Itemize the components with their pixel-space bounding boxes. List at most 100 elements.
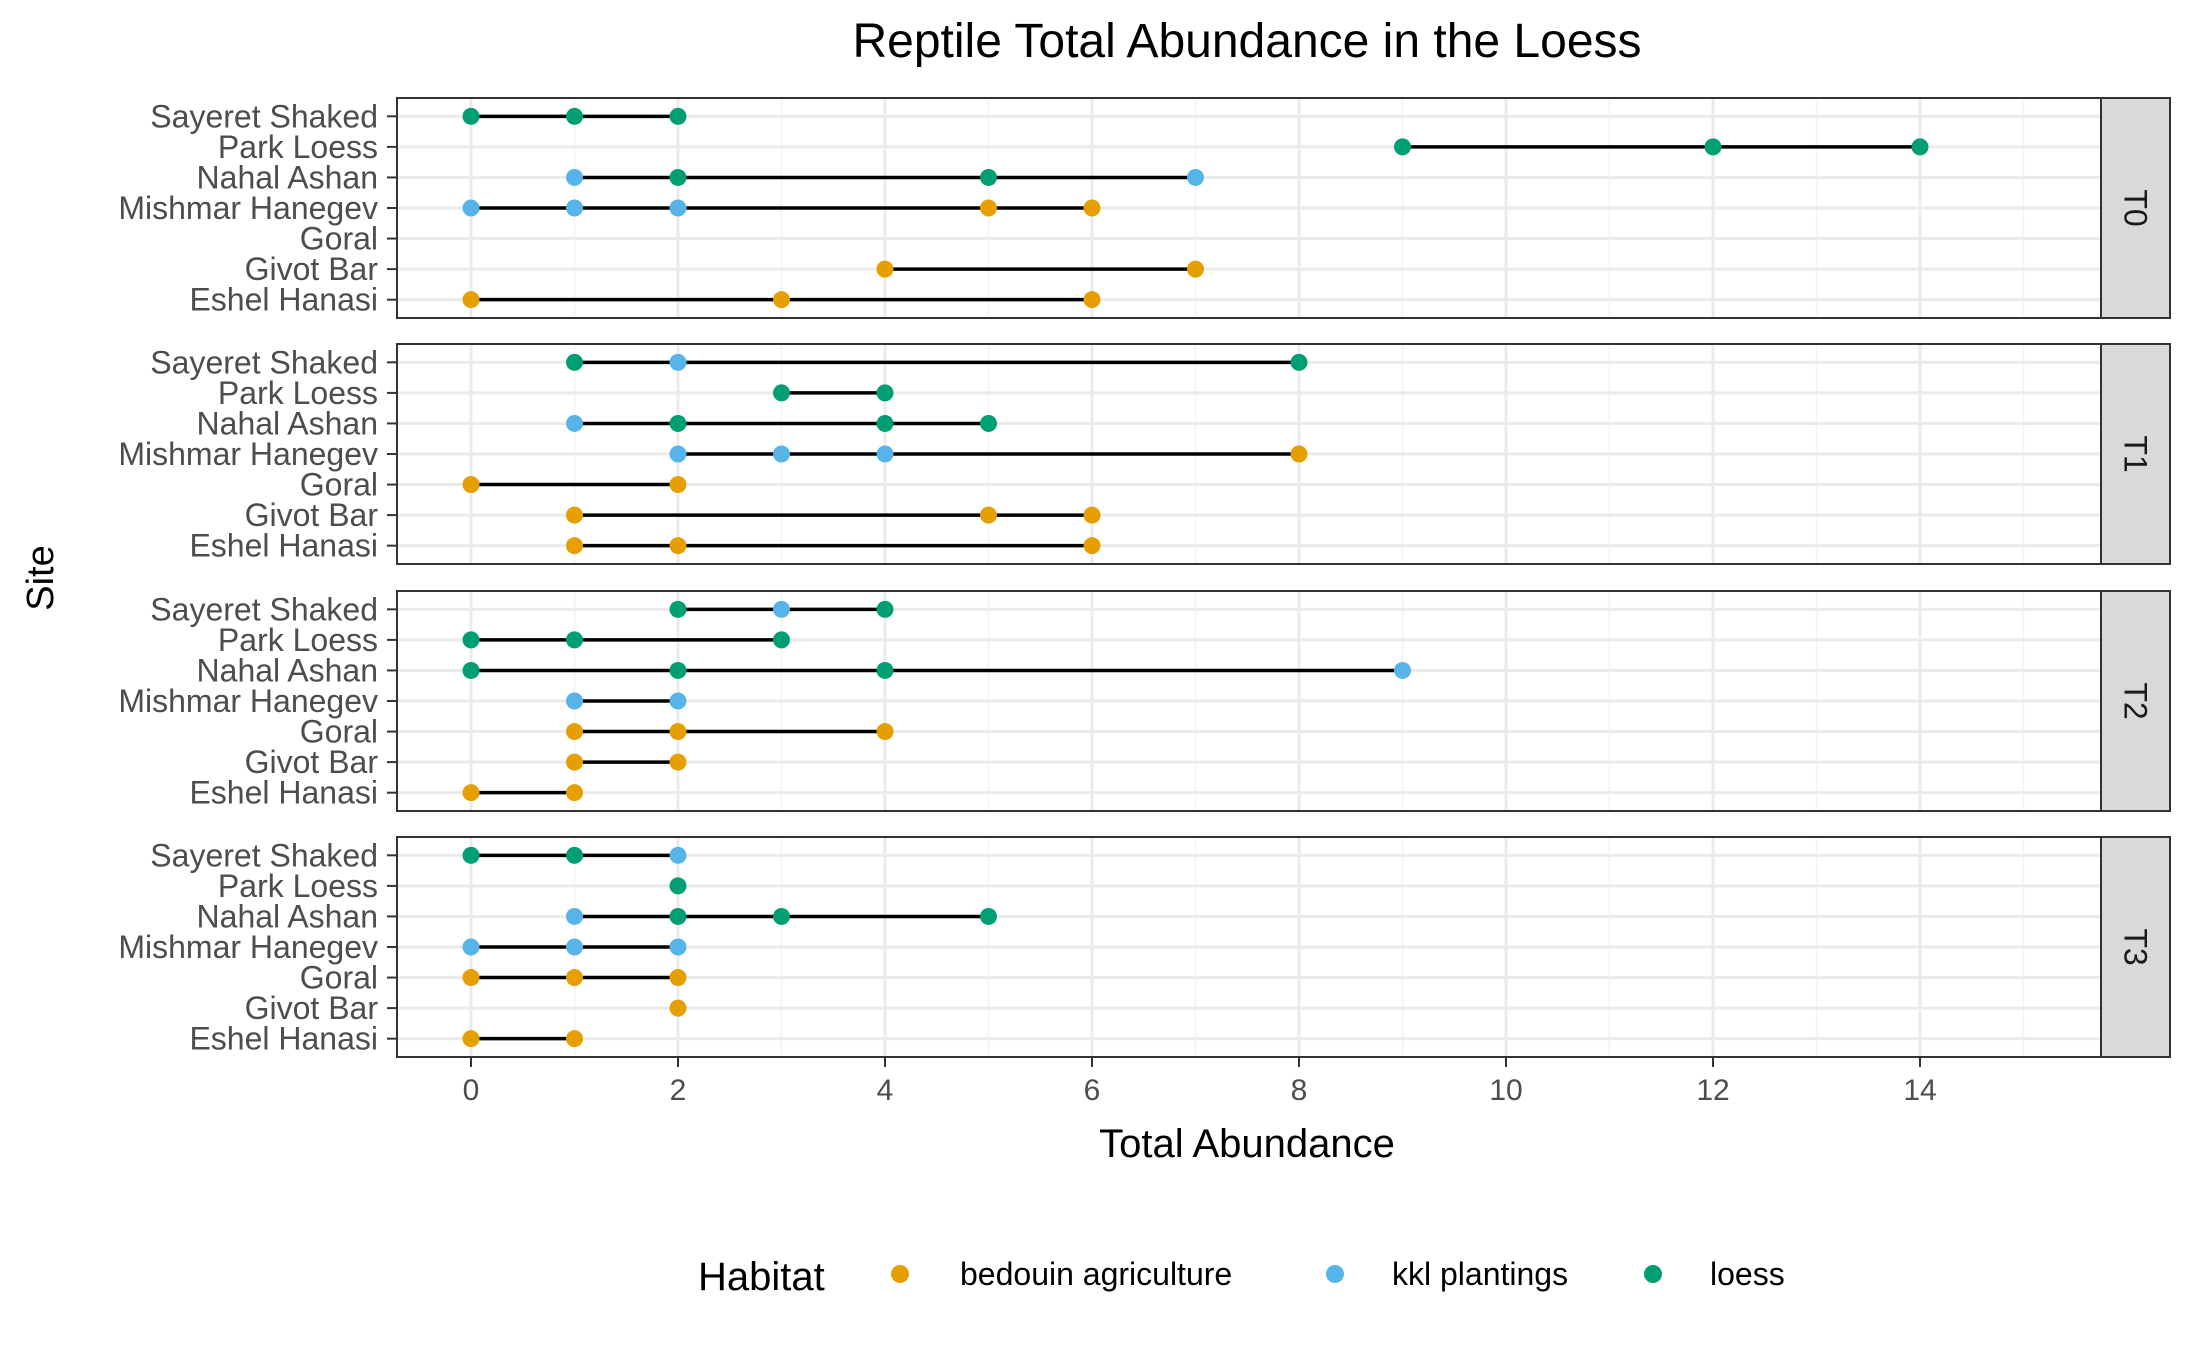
data-point [462,291,480,309]
data-point [566,907,583,925]
data-point [980,199,997,217]
data-point [1290,445,1308,463]
data-point [876,600,894,618]
data-point [462,784,480,802]
x-tick-label: 6 [1084,1074,1101,1107]
x-tick-label: 8 [1291,1074,1308,1107]
data-point [566,692,583,710]
data-point [669,414,687,432]
legend-key [891,1265,909,1283]
data-point [462,938,480,956]
data-point [669,537,687,555]
data-point [462,476,480,494]
chart-title: Reptile Total Abundance in the Loess [852,15,1641,68]
data-point [566,753,583,771]
x-tick-label: 10 [1489,1074,1522,1107]
data-point [876,723,894,741]
data-point [876,384,894,402]
y-tick-label: Givot Bar [245,744,379,780]
data-point [669,199,687,217]
data-point [669,661,687,679]
y-tick-label: Nahal Ashan [197,652,378,688]
data-point [669,600,687,618]
legend: Habitat bedouin agriculture kkl plantings… [698,1255,1785,1299]
facet-strip [2100,97,2171,319]
data-point [669,877,687,895]
data-point [980,414,997,432]
data-point [1394,661,1411,679]
y-tick-label: Nahal Ashan [197,405,378,441]
data-point [566,199,583,217]
data-point [1083,199,1101,217]
data-point [566,353,583,371]
y-tick-label: Goral [300,714,378,750]
data-point [566,1030,583,1048]
data-point [566,784,583,802]
data-point [1290,353,1308,371]
data-point [876,661,894,679]
data-point [1083,506,1101,524]
facet-strip [2100,590,2171,812]
data-point [566,846,583,864]
y-tick-label: Sayeret Shaked [150,837,378,873]
legend-title: Habitat [698,1255,825,1299]
data-point [462,661,480,679]
data-point [669,353,687,371]
data-point [669,445,687,463]
data-point [462,631,480,649]
data-point [566,723,583,741]
data-point [876,260,894,278]
facet-strip [2100,343,2171,565]
y-tick-label: Park Loess [218,868,378,904]
y-tick-label: Sayeret Shaked [150,591,378,627]
data-point [566,537,583,555]
facet-strip [2100,836,2171,1058]
legend-label: kkl plantings [1392,1256,1568,1292]
data-point [1187,260,1204,278]
data-point [669,999,687,1017]
y-tick-label: Park Loess [218,375,378,411]
data-point [669,969,687,987]
data-point [566,631,583,649]
facet-strip-label: T2 [2118,682,2154,719]
x-axis-title: Total Abundance [1099,1122,1395,1166]
y-tick-label: Eshel Hanasi [189,528,378,564]
x-tick-label: 0 [463,1074,480,1107]
y-tick-label: Eshel Hanasi [189,1021,378,1057]
data-point [1083,537,1101,555]
facet-strip-label: T1 [2118,435,2154,472]
data-point [669,846,687,864]
data-point [462,107,480,125]
y-tick-label: Givot Bar [245,251,379,287]
data-point [566,506,583,524]
y-tick-label: Mishmar Hanegev [118,190,378,226]
data-point [773,600,790,618]
y-tick-label: Sayeret Shaked [150,98,378,134]
y-tick-label: Mishmar Hanegev [118,929,378,965]
data-point [1911,138,1929,156]
data-point [773,631,790,649]
data-point [669,723,687,741]
y-tick-label: Givot Bar [245,990,379,1026]
data-point [980,907,997,925]
x-axis: 0 2 4 6 8 10 12 14 [463,1057,1937,1107]
data-point [669,938,687,956]
data-point [462,846,480,864]
y-tick-label: Sayeret Shaked [150,344,378,380]
data-point [566,969,583,987]
y-tick-label: Givot Bar [245,497,379,533]
y-tick-label: Mishmar Hanegev [118,436,378,472]
y-tick-label: Park Loess [218,129,378,165]
y-tick-label: Goral [300,960,378,996]
data-point [876,445,894,463]
y-tick-label: Nahal Ashan [197,159,378,195]
data-point [1704,138,1722,156]
data-point [773,445,790,463]
y-tick-label: Park Loess [218,622,378,658]
